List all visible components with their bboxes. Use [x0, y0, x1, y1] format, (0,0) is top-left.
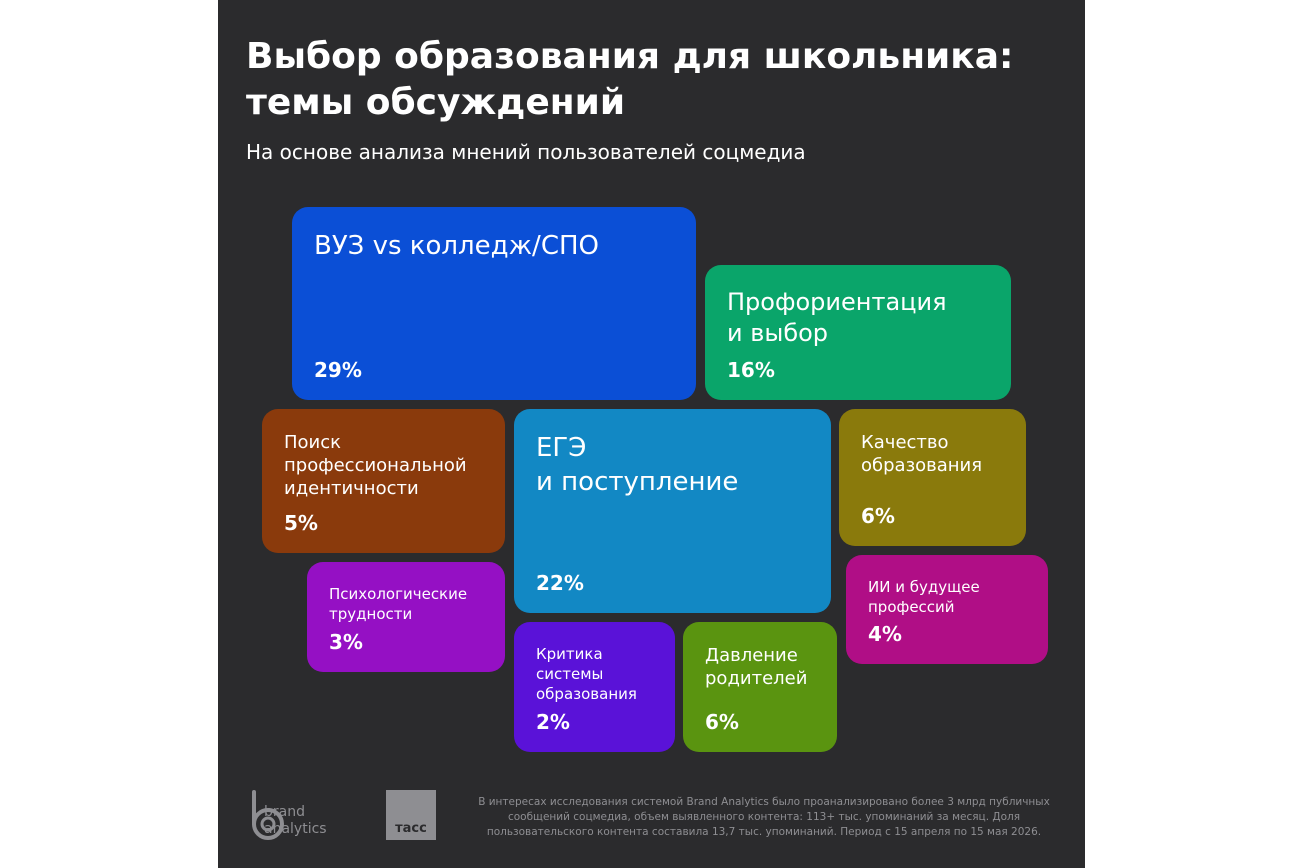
treemap-tile: ВУЗ vs колледж/СПО 29%: [292, 207, 696, 400]
treemap-tile: ИИ и будущее профессий 4%: [846, 555, 1048, 664]
tile-label: Психологические трудности: [329, 585, 468, 623]
treemap-tile: Психологические трудности 3%: [307, 562, 505, 672]
tile-value: 3%: [329, 630, 363, 654]
tass-logo: тасс: [386, 790, 436, 840]
brand-analytics-logo-icon: [252, 790, 284, 840]
tile-value: 22%: [536, 571, 584, 595]
tile-label: Качество образования: [861, 432, 983, 476]
treemap-tile: Поиск профессиональной идентичности 5%: [262, 409, 505, 553]
tile-value: 4%: [868, 622, 902, 646]
infographic-card: Выбор образования для школьника: темы об…: [218, 0, 1085, 868]
page-title: Выбор образования для школьника: темы об…: [246, 36, 1014, 123]
brand-analytics-wordmark: brand analytics: [264, 804, 327, 838]
tile-label: ИИ и будущее профессий: [868, 578, 980, 616]
tile-label: Поиск профессиональной идентичности: [284, 432, 467, 499]
treemap-tile: ЕГЭ и поступление 22%: [514, 409, 831, 613]
tile-value: 6%: [861, 504, 895, 528]
treemap-tile: Качество образования 6%: [839, 409, 1026, 546]
tile-label: Давление родителей: [705, 645, 808, 689]
tile-label: ЕГЭ и поступление: [536, 433, 739, 497]
treemap-tile: Профориентация и выбор 16%: [705, 265, 1011, 400]
treemap-tile: Критика системы образования 2%: [514, 622, 675, 752]
page-subtitle: На основе анализа мнений пользователей с…: [246, 140, 806, 164]
tile-value: 2%: [536, 710, 570, 734]
tile-label: ВУЗ vs колледж/СПО: [314, 231, 599, 261]
tile-value: 6%: [705, 710, 739, 734]
treemap-tile: Давление родителей 6%: [683, 622, 837, 752]
tile-value: 29%: [314, 358, 362, 382]
tile-value: 5%: [284, 511, 318, 535]
tile-value: 16%: [727, 358, 775, 382]
tile-label: Профориентация и выбор: [727, 288, 947, 347]
tile-label: Критика системы образования: [536, 645, 637, 703]
methodology-note: В интересах исследования системой Brand …: [478, 796, 1050, 838]
brand-line-1: brand: [264, 804, 305, 820]
brand-line-2: analytics: [264, 821, 327, 837]
